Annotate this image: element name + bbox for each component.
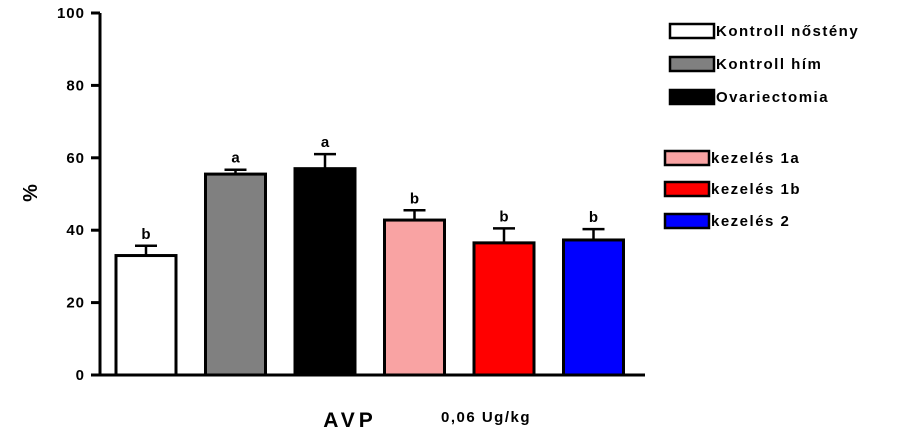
legend-swatch (665, 151, 709, 165)
y-tick-label: 0 (76, 367, 85, 384)
significance-label: b (589, 209, 598, 226)
x-axis-title: AVP (323, 409, 377, 432)
significance-label: b (410, 190, 419, 207)
significance-label: a (231, 150, 240, 167)
bar (206, 174, 266, 375)
y-axis-title: % (20, 184, 42, 202)
y-tick-label: 80 (66, 77, 85, 94)
legend-label: kezelés 1b (711, 181, 801, 198)
legend-swatch (665, 182, 709, 196)
bar (116, 256, 176, 375)
bar (295, 169, 355, 375)
legend-label: kezelés 1a (711, 150, 800, 167)
y-tick-label: 40 (66, 222, 85, 239)
legend: Kontroll nőstény Kontroll hím Ovariectomia… (665, 23, 859, 230)
bar (564, 240, 624, 375)
legend-label: Ovariectomia (716, 89, 829, 106)
legend-swatch (670, 24, 714, 38)
significance-label: b (499, 208, 508, 225)
significance-label: b (141, 226, 150, 243)
significance-label: a (321, 134, 330, 151)
y-tick-label: 100 (57, 5, 85, 22)
legend-label: Kontroll nőstény (716, 23, 859, 40)
bar (385, 220, 445, 375)
bars: b a a b b b (116, 134, 624, 375)
legend-label: kezelés 2 (711, 213, 790, 230)
legend-swatch (670, 90, 714, 104)
y-tick-label: 60 (66, 150, 85, 167)
legend-swatch (665, 214, 709, 228)
bar (474, 243, 534, 375)
y-ticks: 0 20 40 60 80 100 (57, 5, 100, 384)
x-axis-dose-note: 0,06 Ug/kg (441, 409, 531, 426)
legend-swatch (670, 57, 714, 71)
y-tick-label: 20 (66, 295, 85, 312)
legend-label: Kontroll hím (716, 56, 822, 73)
